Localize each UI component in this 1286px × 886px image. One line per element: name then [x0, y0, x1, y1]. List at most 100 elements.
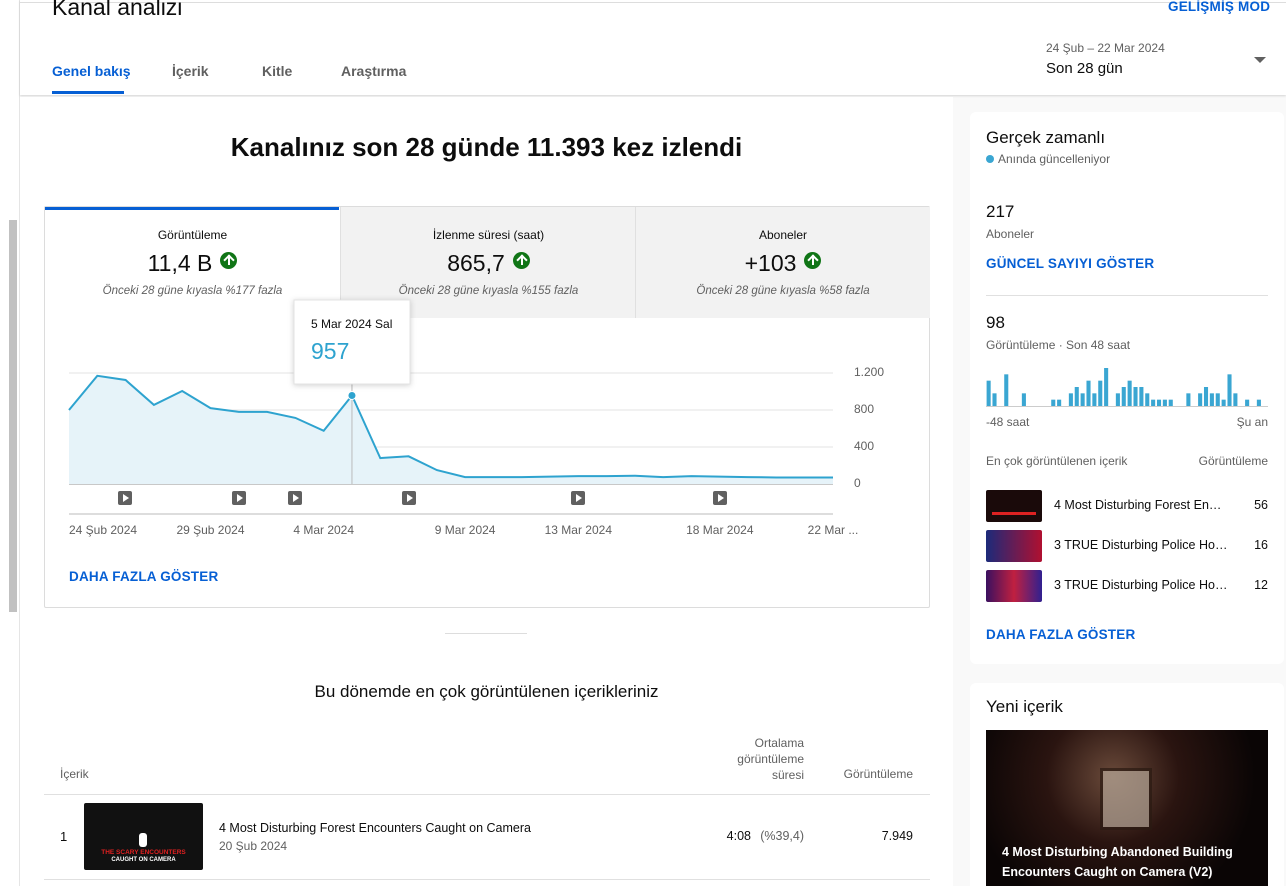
item-views: 12 [1254, 578, 1268, 592]
x-tick-label: 18 Mar 2024 [686, 523, 754, 537]
play-icon [293, 494, 299, 502]
column-header: İçerik [60, 767, 89, 781]
metric-value: 865,7 [341, 250, 636, 277]
item-title[interactable]: 3 TRUE Disturbing Police Ho… [1054, 578, 1228, 592]
metric-tab[interactable]: İzlenme süresi (saat) 865,7 Önceki 28 gü… [340, 207, 636, 318]
thumbnail[interactable] [986, 490, 1042, 522]
table-line [44, 794, 930, 795]
metric-value-text: 11,4 B [147, 250, 213, 276]
tooltip-value: 957 [311, 338, 349, 364]
live-dot [986, 155, 994, 163]
play-icon [576, 494, 582, 502]
hover-point [347, 390, 357, 400]
tab-indicator [52, 91, 124, 94]
metric-indicator [45, 207, 339, 210]
x-tick-label: 13 Mar 2024 [545, 523, 613, 537]
tab[interactable]: Kitle [262, 63, 293, 79]
show-more[interactable]: DAHA FAZLA GÖSTER [69, 569, 219, 584]
bar [1151, 399, 1156, 406]
bar [1227, 374, 1232, 406]
bar [1098, 380, 1103, 406]
bar [1198, 393, 1203, 406]
section-title: Bu dönemde en çok görüntülenen içerikler… [314, 682, 659, 701]
video-markers [118, 491, 727, 505]
x-tick-label: 4 Mar 2024 [293, 523, 354, 537]
show-count[interactable]: GÜNCEL SAYIYI GÖSTER [986, 256, 1155, 271]
video-title[interactable]: 4 Most Disturbing Forest Encounters Caug… [219, 821, 531, 835]
bar [1215, 393, 1220, 406]
y-tick-label: 0 [854, 476, 861, 490]
x-tick-label: -48 saat [986, 415, 1030, 429]
bar [1203, 387, 1209, 406]
tab[interactable]: Araştırma [341, 63, 407, 79]
divider [445, 633, 527, 634]
line [68, 374, 833, 479]
bar [1209, 393, 1214, 406]
thumbnail[interactable]: THE SCARY ENCOUNTERS CAUGHT ON CAMERA [84, 803, 203, 870]
up-icon [220, 252, 238, 269]
bar [1021, 393, 1026, 406]
table-line [44, 879, 930, 880]
y-tick-label: 1.200 [854, 365, 884, 379]
live-status: Anında güncelleniyor [998, 152, 1111, 166]
bar [1168, 399, 1173, 406]
bar [1121, 387, 1126, 406]
show-more[interactable]: DAHA FAZLA GÖSTER [986, 627, 1136, 642]
metric-compare: Önceki 28 güne kıyasla %58 fazla [696, 285, 870, 297]
advanced-mode[interactable]: GELİŞMİŞ MOD [1168, 0, 1271, 14]
card-title: Gerçek zamanlı [986, 128, 1106, 147]
thumbnail[interactable] [986, 530, 1042, 562]
metric-tab[interactable]: Görüntüleme 11,4 B Önceki 28 güne kıyasl… [45, 207, 340, 318]
bar [1233, 393, 1238, 406]
y-tick-label: 400 [854, 439, 874, 453]
thumb-text: CAUGHT ON CAMERA [111, 857, 176, 863]
column-header: Ortalama görüntüleme süresi [737, 736, 804, 782]
view-label: Görüntüleme · Son 48 saat [986, 338, 1131, 352]
x-tick-label: 24 Şub 2024 [69, 523, 137, 537]
play-icon [123, 494, 129, 502]
item-title[interactable]: 3 TRUE Disturbing Police Ho… [1054, 538, 1228, 552]
page-title: Kanal analizi [52, 0, 183, 20]
avg-duration: 4:08 [726, 829, 751, 843]
bar [1221, 399, 1226, 406]
play-icon [407, 494, 413, 502]
metric-tab[interactable]: Aboneler +103 Önceki 28 güne kıyasla %58… [635, 207, 930, 318]
bar [1086, 380, 1091, 406]
tab[interactable]: İçerik [172, 63, 209, 79]
metric-label: Aboneler [758, 228, 808, 242]
bar [1139, 387, 1144, 406]
y-tick-label: 800 [854, 402, 874, 416]
up-icon [804, 252, 822, 269]
bar [1133, 387, 1138, 406]
thumb-text: THE SCARY ENCOUNTERS [101, 849, 186, 856]
headline: Kanalınız son 28 günde 11.393 kez izlend… [230, 132, 743, 162]
divider [986, 295, 1268, 296]
thumbnail[interactable] [986, 570, 1042, 602]
metric-label: Görüntüleme [157, 228, 228, 242]
tab[interactable]: Genel bakış [52, 63, 131, 79]
new-video-thumbnail[interactable]: 4 Most Disturbing Abandoned Building Enc… [986, 730, 1268, 886]
metric-value-text: +103 [744, 250, 797, 276]
date-range: 24 Şub – 22 Mar 2024 [1046, 41, 1165, 55]
list-header: Görüntüleme [1198, 454, 1268, 468]
bar [1074, 387, 1079, 406]
date-label[interactable]: Son 28 gün [1046, 60, 1123, 77]
item-views: 16 [1254, 538, 1268, 552]
bar [1051, 399, 1056, 406]
subscriber-label: Aboneler [986, 227, 1035, 241]
bar [986, 380, 991, 406]
metric-value: 11,4 B [45, 250, 340, 277]
item-title[interactable]: 4 Most Disturbing Forest En… [1054, 498, 1222, 512]
metric-value-text: 865,7 [447, 250, 505, 276]
tooltip-date: 5 Mar 2024 Sal [311, 317, 392, 331]
x-tick-label: 22 Mar ... [808, 523, 859, 537]
scrollbar[interactable] [9, 220, 17, 612]
thumb-art [992, 512, 1036, 515]
dropdown-arrow[interactable] [1254, 57, 1266, 63]
bar [1068, 393, 1073, 406]
bar [1080, 393, 1085, 406]
tooltip-box [293, 299, 411, 385]
bar [1245, 399, 1250, 406]
